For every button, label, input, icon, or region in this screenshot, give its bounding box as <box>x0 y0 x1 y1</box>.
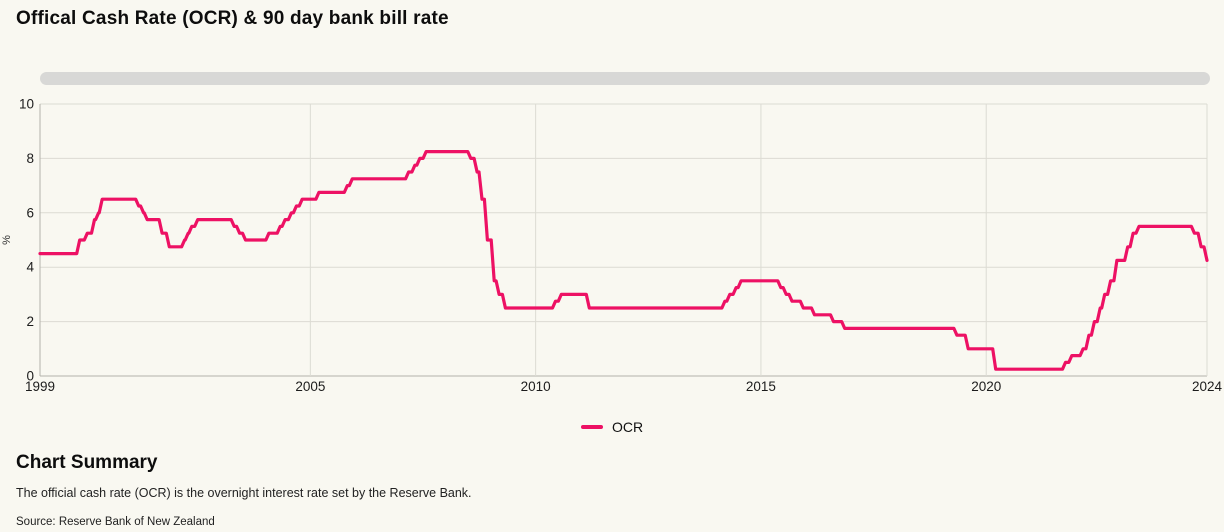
y-tick-label: 0 <box>26 369 34 384</box>
legend-label: OCR <box>611 419 644 435</box>
legend-line-icon <box>580 425 603 429</box>
x-tick-label: 2005 <box>295 379 325 394</box>
y-tick-label: 4 <box>26 260 34 275</box>
chart-legend: OCR <box>0 419 1224 435</box>
summary-text: The official cash rate (OCR) is the over… <box>16 486 472 500</box>
range-scrollbar[interactable] <box>40 72 1210 85</box>
x-tick-label: 2020 <box>971 379 1001 394</box>
y-tick-label: 10 <box>19 97 34 112</box>
summary-heading: Chart Summary <box>16 452 158 473</box>
y-axis-label: % <box>1 235 13 245</box>
y-tick-label: 6 <box>26 205 34 220</box>
legend-item-ocr[interactable]: OCR <box>580 419 644 435</box>
x-tick-label: 2015 <box>746 379 776 394</box>
ocr-line-series[interactable] <box>38 150 1209 371</box>
x-tick-label: 2010 <box>521 379 551 394</box>
chart-title: Offical Cash Rate (OCR) & 90 day bank bi… <box>16 8 449 29</box>
y-tick-label: 8 <box>26 151 34 166</box>
y-tick-label: 2 <box>26 314 34 329</box>
x-tick-label: 2024 <box>1192 379 1223 394</box>
x-tick-label: 1999 <box>25 379 55 394</box>
source-text: Source: Reserve Bank of New Zealand <box>16 516 215 528</box>
